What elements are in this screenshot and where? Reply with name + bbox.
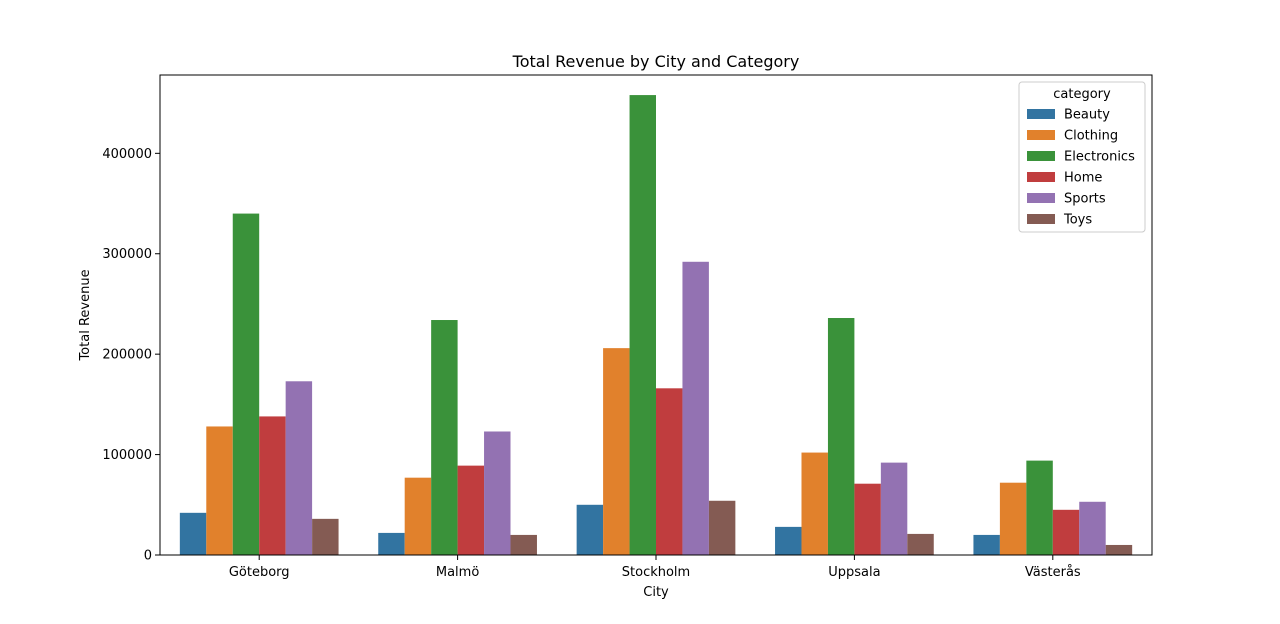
- bar-sports-1: [484, 431, 511, 555]
- legend-label-electronics: Electronics: [1064, 150, 1135, 165]
- bar-electronics-2: [629, 95, 656, 555]
- bar-beauty-4: [973, 534, 1000, 555]
- bar-toys-4: [1105, 544, 1133, 555]
- bar-clothing-1: [404, 477, 432, 555]
- bar-home-0: [259, 416, 286, 555]
- y-tick-label: 200000: [102, 348, 152, 363]
- x-axis-label: City: [643, 585, 669, 600]
- bar-toys-2: [708, 500, 736, 555]
- bar-electronics-4: [1026, 460, 1053, 555]
- bar-electronics-3: [827, 318, 855, 555]
- bar-clothing-3: [801, 452, 828, 555]
- legend-label-toys: Toys: [1063, 213, 1092, 228]
- x-tick-label: Malmö: [436, 565, 479, 580]
- bar-clothing-4: [999, 482, 1027, 555]
- bar-home-4: [1052, 509, 1080, 555]
- legend-swatch-beauty: [1027, 109, 1055, 119]
- bar-sports-0: [285, 381, 313, 555]
- legend-swatch-sports: [1027, 193, 1055, 203]
- chart-title: Total Revenue by City and Category: [512, 52, 800, 71]
- legend-swatch-home: [1027, 172, 1055, 182]
- x-axis: Göteborg Malmö Stockholm Uppsala Västerås: [229, 555, 1081, 580]
- bar-beauty-3: [775, 526, 802, 555]
- bar-electronics-0: [232, 213, 260, 555]
- legend-label-home: Home: [1064, 171, 1102, 186]
- y-tick-label: 300000: [102, 247, 152, 262]
- bar-beauty-2: [576, 504, 604, 555]
- bars-group: [179, 95, 1133, 555]
- y-tick-label: 0: [144, 549, 152, 564]
- bar-toys-3: [907, 533, 934, 555]
- x-tick-label: Göteborg: [229, 565, 290, 580]
- legend-swatch-electronics: [1027, 151, 1055, 161]
- bar-clothing-0: [206, 426, 233, 555]
- bar-beauty-0: [179, 512, 207, 555]
- legend-title: category: [1053, 87, 1111, 102]
- bar-home-1: [457, 465, 485, 555]
- bar-sports-3: [880, 462, 908, 555]
- y-axis-label: Total Revenue: [78, 269, 93, 361]
- legend-label-clothing: Clothing: [1064, 129, 1118, 144]
- bar-toys-0: [312, 518, 339, 555]
- bar-toys-1: [510, 534, 537, 555]
- legend-swatch-toys: [1027, 214, 1055, 224]
- x-tick-label: Uppsala: [828, 565, 880, 580]
- bar-home-3: [854, 483, 881, 555]
- legend: category Beauty Clothing Electronics Home Sp…: [1018, 81, 1146, 233]
- bar-beauty-1: [378, 532, 405, 555]
- x-tick-label: Stockholm: [622, 565, 690, 580]
- x-tick-label: Västerås: [1025, 565, 1081, 580]
- y-tick-label: 100000: [102, 448, 152, 463]
- bar-electronics-1: [431, 320, 458, 555]
- legend-label-sports: Sports: [1064, 192, 1106, 207]
- y-axis: 0 100000 200000 300000 400000: [102, 147, 160, 564]
- y-tick-label: 400000: [102, 147, 152, 162]
- bar-home-2: [656, 388, 683, 555]
- bar-sports-4: [1079, 501, 1106, 555]
- bar-sports-2: [682, 261, 709, 555]
- bar-clothing-2: [603, 348, 630, 555]
- legend-swatch-clothing: [1027, 130, 1055, 140]
- legend-label-beauty: Beauty: [1064, 108, 1110, 123]
